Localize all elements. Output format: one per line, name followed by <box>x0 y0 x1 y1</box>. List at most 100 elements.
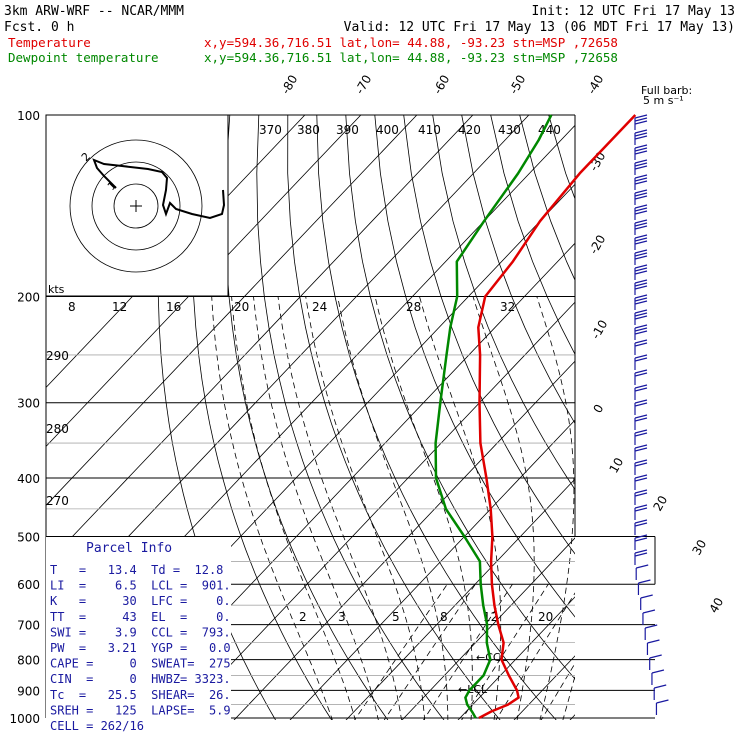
parcel-info-row: PW = 3.21 YGP = 0.0 <box>50 641 231 655</box>
wind-barb-flag <box>634 549 648 554</box>
isotherm <box>513 655 575 720</box>
isotherm <box>345 478 575 720</box>
wind-barb-flag <box>634 129 648 134</box>
barb-label: Full barb: <box>641 84 692 97</box>
isotherm <box>401 537 575 720</box>
forecast-hour: Fcst. 0 h <box>4 20 74 35</box>
parcel-info-panel: Parcel Info T = 13.4 Td = 12.8 LI = 6.5 L… <box>46 537 231 733</box>
isotherm <box>672 115 740 731</box>
hodo-speed-label: 20 <box>234 300 249 314</box>
wind-barb-flag <box>634 120 648 125</box>
isotherm <box>569 714 575 720</box>
hodo-speed-label: 8 <box>68 300 76 314</box>
parcel-info-row: SREH = 125 LAPSE= 5.9 <box>50 703 231 717</box>
pressure-tick-label: 1000 <box>9 712 40 726</box>
wind-barb-flag <box>634 519 648 524</box>
wind-barb-flag <box>634 192 648 197</box>
wind-barb-flag <box>649 654 662 659</box>
parcel-info-title: Parcel Info <box>86 541 172 556</box>
wind-barb-flag <box>634 240 648 245</box>
wind-barb-flag <box>634 387 648 392</box>
wind-barb-flag <box>636 564 649 569</box>
mixing-ratio-label: 8 <box>440 610 448 624</box>
isotherm <box>457 596 575 720</box>
wind-barb-flag <box>634 300 648 305</box>
wind-barb-flag <box>634 237 648 242</box>
wind-barb-flag <box>645 624 658 629</box>
wind-barb-flag <box>634 369 648 374</box>
wind-barb-flag <box>634 252 648 257</box>
wind-barb-flag <box>634 447 648 452</box>
theta-label: 400 <box>376 123 399 137</box>
legend-dewpoint-info: x,y=594.36,716.51 lat,lon= 44.88, -93.23… <box>204 50 618 65</box>
wind-barb-flag <box>634 537 648 542</box>
wind-barb-flag <box>634 225 648 230</box>
pressure-tick-label: 900 <box>17 684 40 698</box>
theta-label: 280 <box>46 422 69 436</box>
hodograph: 2 1 <box>45 114 229 297</box>
moist-adiabat <box>211 296 333 720</box>
wind-barb-flag <box>634 402 648 407</box>
hodo-speed-label: 24 <box>312 300 327 314</box>
wind-barb-flag <box>634 312 648 317</box>
wind-barb-flag <box>634 204 648 209</box>
legend-temperature: Temperature <box>8 35 91 50</box>
wind-barb-flag <box>634 432 648 437</box>
theta-label: 370 <box>259 123 282 137</box>
isotherm-label: -60 <box>430 73 452 97</box>
pressure-tick-label: 600 <box>17 578 40 592</box>
pressure-tick-label: 800 <box>17 654 40 668</box>
moist-adiabat <box>374 296 473 720</box>
legend-dewpoint: Dewpoint temperature <box>8 50 159 65</box>
dry-adiabat <box>607 115 740 731</box>
moist-adiabat <box>253 296 379 720</box>
mixing-ratio-line <box>354 583 448 720</box>
wind-barb-flag <box>634 357 648 362</box>
wind-barb-flag <box>634 399 648 404</box>
isotherm <box>728 115 740 731</box>
wind-barb-flag <box>634 474 648 479</box>
wind-barb-flag <box>634 207 648 212</box>
dry-adiabat <box>191 115 333 720</box>
wind-barb-flag <box>634 489 648 494</box>
mixing-ratio-label: 20 <box>538 610 553 624</box>
wind-barb-flag <box>634 297 648 302</box>
parcel-info-row: T = 13.4 Td = 12.8 <box>50 563 223 577</box>
wind-barb-flag <box>656 699 669 704</box>
model-title: 3km ARW-WRF -- NCAR/MMM <box>4 4 184 19</box>
pressure-tick-label: 500 <box>17 530 40 544</box>
isotherm <box>46 115 530 624</box>
moist-adiabat <box>305 296 426 720</box>
dry-adiabat <box>578 115 740 731</box>
wind-barb-flag <box>634 132 648 137</box>
wind-barb-flag <box>634 552 648 557</box>
mixing-ratio-label: 3 <box>338 610 346 624</box>
wind-barb-flag <box>651 669 665 674</box>
wind-barb-flag <box>634 384 648 389</box>
moist-adiabat <box>277 296 402 720</box>
dry-adiabat <box>224 115 389 720</box>
wind-barb-flag <box>634 534 648 539</box>
isotherm-label: 0 <box>590 402 606 416</box>
mixing-ratio-line <box>540 662 575 720</box>
background-lines <box>46 115 740 731</box>
hodo-speed-label: 12 <box>112 300 127 314</box>
trace-temperature <box>477 114 637 720</box>
wind-barb-flag <box>640 594 653 599</box>
pressure-tick-label: 100 <box>17 109 40 123</box>
moist-adiabat <box>562 674 575 720</box>
theta-label: 270 <box>46 494 69 508</box>
wind-barb-flag <box>634 189 648 194</box>
dry-adiabat <box>316 115 557 720</box>
wind-barbs <box>634 114 669 715</box>
hodo-speed-label: 32 <box>500 300 515 314</box>
isotherm <box>46 115 418 506</box>
wind-barb-flag <box>634 507 648 512</box>
dry-adiabat <box>723 115 740 731</box>
wind-barb-flag <box>634 282 648 287</box>
ccl-marker: ←CCL <box>476 651 508 664</box>
wind-barb-flag <box>634 285 648 290</box>
wind-barb-flag <box>634 309 648 314</box>
valid-time: Valid: 12 UTC Fri 17 May 13 (06 MDT Fri … <box>344 20 735 35</box>
wind-barb-flag <box>634 264 648 269</box>
